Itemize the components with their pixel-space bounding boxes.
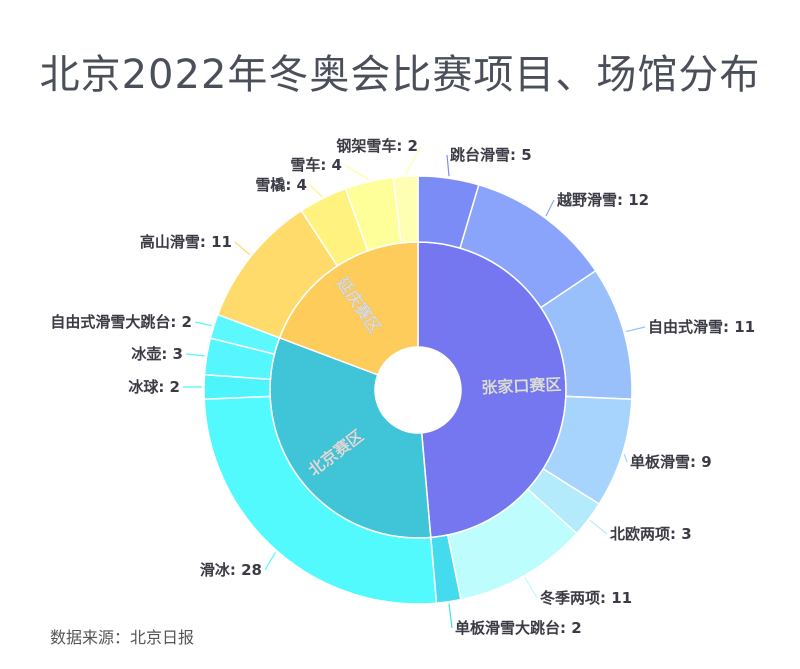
leader-line bbox=[625, 326, 646, 333]
outer-sector bbox=[203, 395, 438, 605]
outer-label: 冰壶: 3 bbox=[131, 345, 183, 363]
leader-line bbox=[448, 603, 453, 629]
leader-line bbox=[234, 241, 251, 256]
outer-sector bbox=[392, 175, 419, 244]
inner-label: 张家口赛区 bbox=[481, 375, 562, 397]
leader-line bbox=[264, 552, 276, 571]
outer-label: 雪车: 4 bbox=[290, 156, 342, 174]
outer-label: 越野滑雪: 12 bbox=[556, 191, 649, 209]
outer-label: 自由式滑雪大跳台: 2 bbox=[50, 313, 192, 331]
leader-line bbox=[194, 321, 212, 327]
leader-line bbox=[185, 353, 205, 357]
outer-label: 雪橇: 4 bbox=[255, 176, 307, 194]
outer-label: 钢架雪车: 2 bbox=[336, 137, 418, 155]
outer-label: 单板滑雪: 9 bbox=[630, 453, 712, 471]
leader-line bbox=[623, 454, 628, 463]
outer-label: 冬季两项: 11 bbox=[540, 589, 632, 607]
leader-line bbox=[524, 577, 538, 599]
leader-line bbox=[405, 145, 422, 175]
leader-line bbox=[446, 154, 450, 177]
outer-label: 高山滑雪: 11 bbox=[140, 233, 232, 251]
chart-title: 北京2022年冬奥会比赛项目、场馆分布 bbox=[39, 52, 761, 98]
outer-label: 跳台滑雪: 5 bbox=[450, 146, 532, 164]
leader-line bbox=[309, 184, 323, 197]
leader-line bbox=[344, 164, 369, 181]
outer-label: 单板滑雪大跳台: 2 bbox=[455, 619, 582, 637]
source-note: 数据来源：北京日报 bbox=[50, 628, 195, 647]
outer-label: 滑冰: 28 bbox=[200, 561, 262, 579]
outer-label: 自由式滑雪: 11 bbox=[648, 318, 755, 336]
outer-label: 北欧两项: 3 bbox=[610, 525, 692, 543]
leader-line bbox=[545, 199, 555, 217]
leader-line bbox=[589, 519, 608, 535]
outer-label: 冰球: 2 bbox=[128, 378, 180, 396]
